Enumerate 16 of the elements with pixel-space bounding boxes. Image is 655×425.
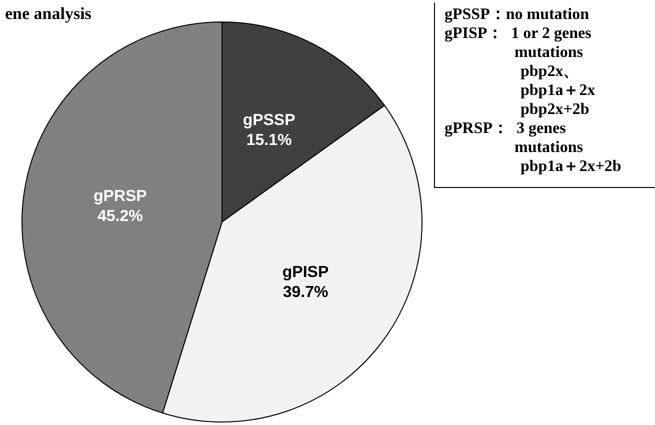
data-label: 39.7% <box>282 284 328 301</box>
text: gPSSP：no mutation <box>444 6 590 23</box>
text: gPRSP： 3 genes <box>444 120 566 137</box>
data-label: 45.2% <box>97 208 143 226</box>
slice-label: gPISP <box>282 264 329 281</box>
slice-label: gPSSP <box>242 112 296 129</box>
text: gPISP： 1 or 2 genes <box>444 25 592 42</box>
text: pbp2x+2b <box>520 101 590 118</box>
data-label: 15.1% <box>246 132 292 149</box>
text: mutations <box>514 44 583 61</box>
text: pbp1a＋2x+2b <box>520 158 622 175</box>
slice-label: gPRSP <box>93 188 148 206</box>
text: pbp2x、 <box>520 63 580 80</box>
text: mutations <box>514 139 583 156</box>
text: pbp1a＋2x <box>520 82 596 99</box>
chart-title: ene analysis <box>5 4 92 23</box>
